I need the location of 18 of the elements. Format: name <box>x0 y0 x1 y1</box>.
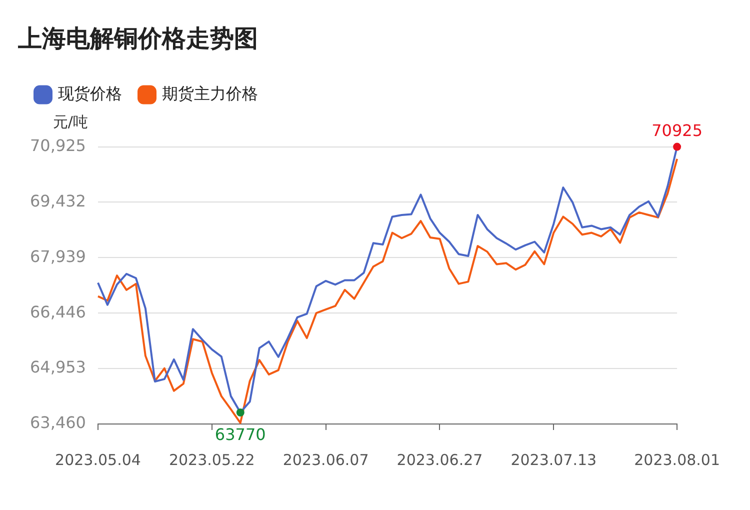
x-tick-label: 2023.06.27 <box>396 450 483 469</box>
x-tick-label: 2023.05.22 <box>168 450 255 469</box>
y-tick-label: 64,953 <box>30 358 86 377</box>
x-tick-label: 2023.06.07 <box>282 450 369 469</box>
x-tick-label: 2023.08.01 <box>634 450 720 469</box>
legend-label: 期货主力价格 <box>162 84 258 103</box>
y-tick-label: 70,925 <box>30 136 86 155</box>
annotation: 63770 <box>214 425 266 444</box>
y-axis-title: 元/吨 <box>52 113 88 132</box>
chart-title: 上海电解铜价格走势图 <box>17 24 258 53</box>
y-tick-label: 63,460 <box>30 413 86 432</box>
annotation: 70925 <box>652 120 703 140</box>
x-tick-label: 2023.05.04 <box>55 450 141 469</box>
x-tick-label: 2023.07.13 <box>510 450 597 469</box>
y-tick-label: 66,446 <box>30 302 86 322</box>
y-tick-label: 67,939 <box>30 246 86 266</box>
legend-label: 现货价格 <box>58 84 122 103</box>
y-tick-label: 69,432 <box>30 191 86 210</box>
